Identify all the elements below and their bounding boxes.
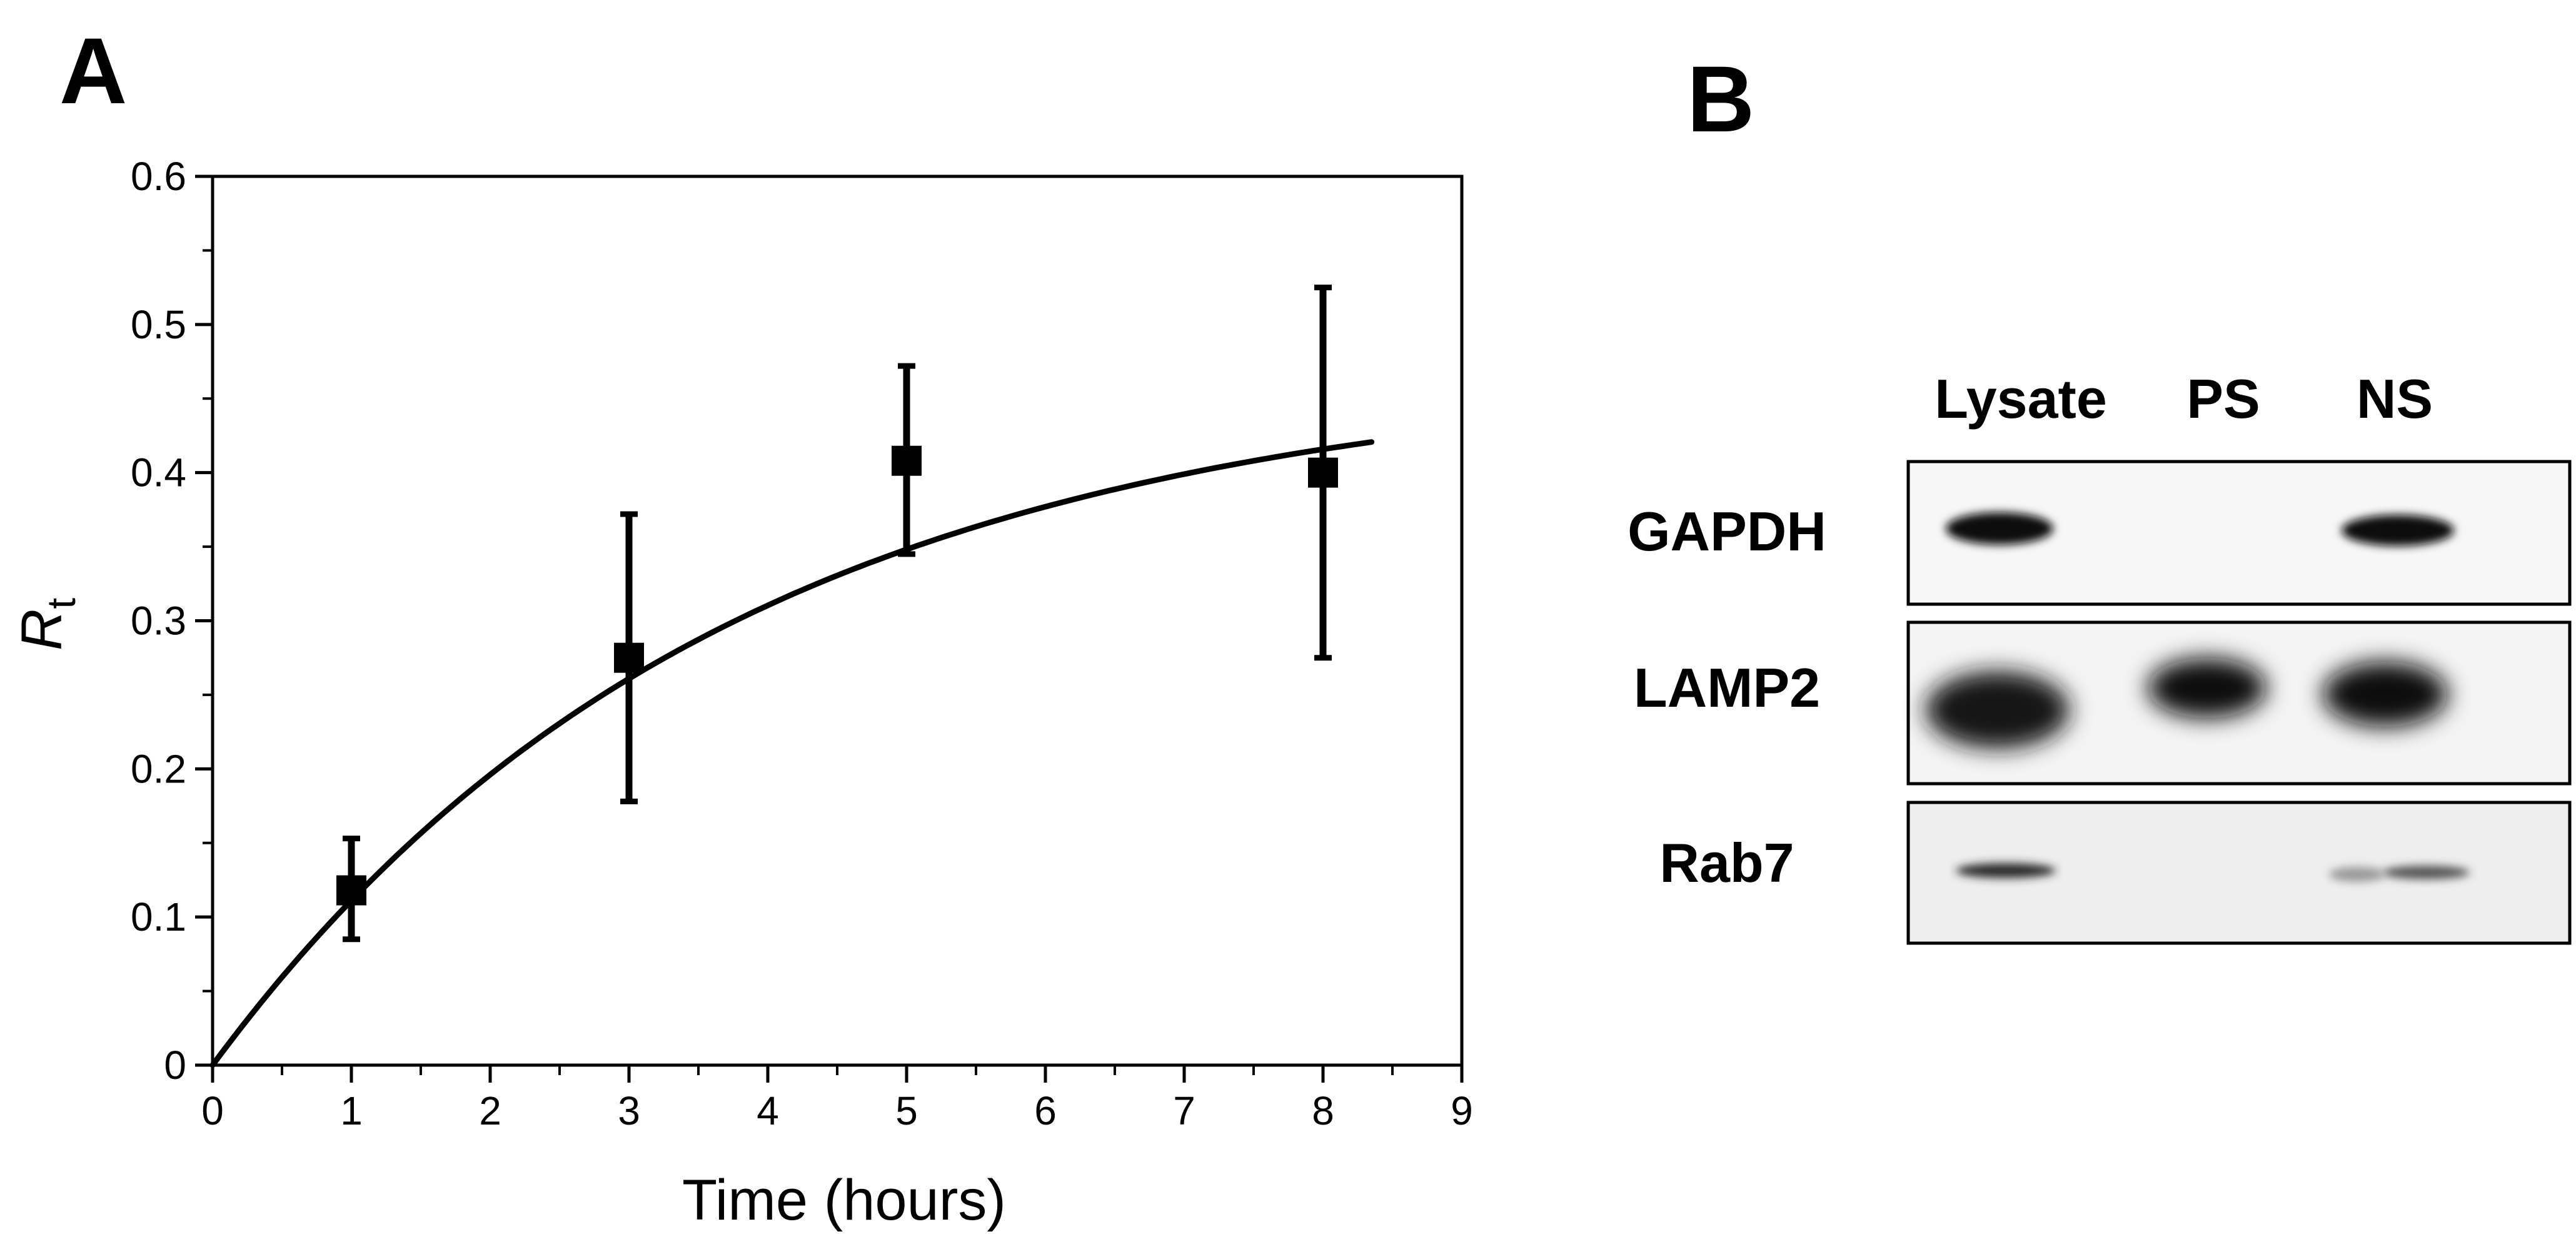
y-tick-label: 0.6 xyxy=(131,154,186,199)
y-tick-label: 0.2 xyxy=(131,746,186,791)
band-lamp2-ns xyxy=(2323,662,2448,727)
y-tick-label: 0.5 xyxy=(131,302,186,347)
x-tick-label: 4 xyxy=(757,1088,779,1133)
band-gapdh-ns xyxy=(2342,515,2454,546)
row-label-lamp2: LAMP2 xyxy=(1634,657,1820,719)
y-axis-title-subscript: t xyxy=(39,598,84,609)
x-tick-label: 7 xyxy=(1173,1088,1195,1133)
y-tick-label: 0.4 xyxy=(131,450,186,495)
band-lamp2-ps xyxy=(2148,658,2267,718)
x-tick-label: 8 xyxy=(1312,1088,1334,1133)
x-tick-label: 2 xyxy=(479,1088,501,1133)
x-tick-label: 1 xyxy=(340,1088,363,1133)
x-axis-title: Time (hours) xyxy=(682,1168,1006,1232)
panel-a-letter: A xyxy=(59,18,127,123)
x-tick-label: 3 xyxy=(618,1088,640,1133)
panel-b-letter: B xyxy=(1687,46,1754,151)
data-point xyxy=(614,642,644,673)
blot-strip-lamp2 xyxy=(1906,620,2572,786)
lane-label-ps: PS xyxy=(2186,368,2260,430)
fit-layer xyxy=(209,439,1375,1068)
data-point xyxy=(892,445,922,476)
x-tick-label: 9 xyxy=(1451,1088,1473,1133)
y-axis-title: Rt xyxy=(10,598,84,650)
chart-a: 0 1 2 3 4 5 6 7 8 9 0 0.1 0.2 0.3 0.4 0.5 0.6 Time (hour… xyxy=(10,154,1473,1232)
blot-strip-rab7 xyxy=(1906,801,2572,945)
lane-label-lysate: Lysate xyxy=(1935,368,2107,430)
x-tick-label: 0 xyxy=(201,1088,224,1133)
ticks-layer: 0 1 2 3 4 5 6 7 8 9 0 0.1 0.2 0.3 0.4 0.5 0.6 xyxy=(131,154,1473,1133)
western-blot: Lysate PS NS GAPDH LAMP2 Rab7 xyxy=(1628,368,2572,945)
band-rab7-ns-faint xyxy=(2329,867,2385,882)
lane-label-ns: NS xyxy=(2357,368,2433,430)
data-point xyxy=(336,875,366,906)
x-tick-label: 5 xyxy=(895,1088,918,1133)
y-axis-title-main: R xyxy=(10,609,74,650)
band-rab7-lysate xyxy=(1956,863,2056,878)
x-tick-label: 6 xyxy=(1034,1088,1057,1133)
row-label-gapdh: GAPDH xyxy=(1628,500,1826,562)
data-point xyxy=(1308,457,1338,488)
row-label-rab7: Rab7 xyxy=(1659,832,1794,894)
y-tick-label: 0.3 xyxy=(131,599,186,644)
blot-strip-gapdh xyxy=(1906,460,2572,606)
band-lamp2-lysate xyxy=(1926,671,2070,749)
y-tick-label: 0 xyxy=(164,1043,186,1088)
points-layer xyxy=(336,285,1338,943)
y-tick-label: 0.1 xyxy=(131,894,186,939)
fit-curve xyxy=(209,439,1375,1068)
plot-frame xyxy=(211,174,1464,1067)
band-rab7-ns xyxy=(2382,866,2470,879)
band-gapdh-lysate xyxy=(1946,512,2053,545)
